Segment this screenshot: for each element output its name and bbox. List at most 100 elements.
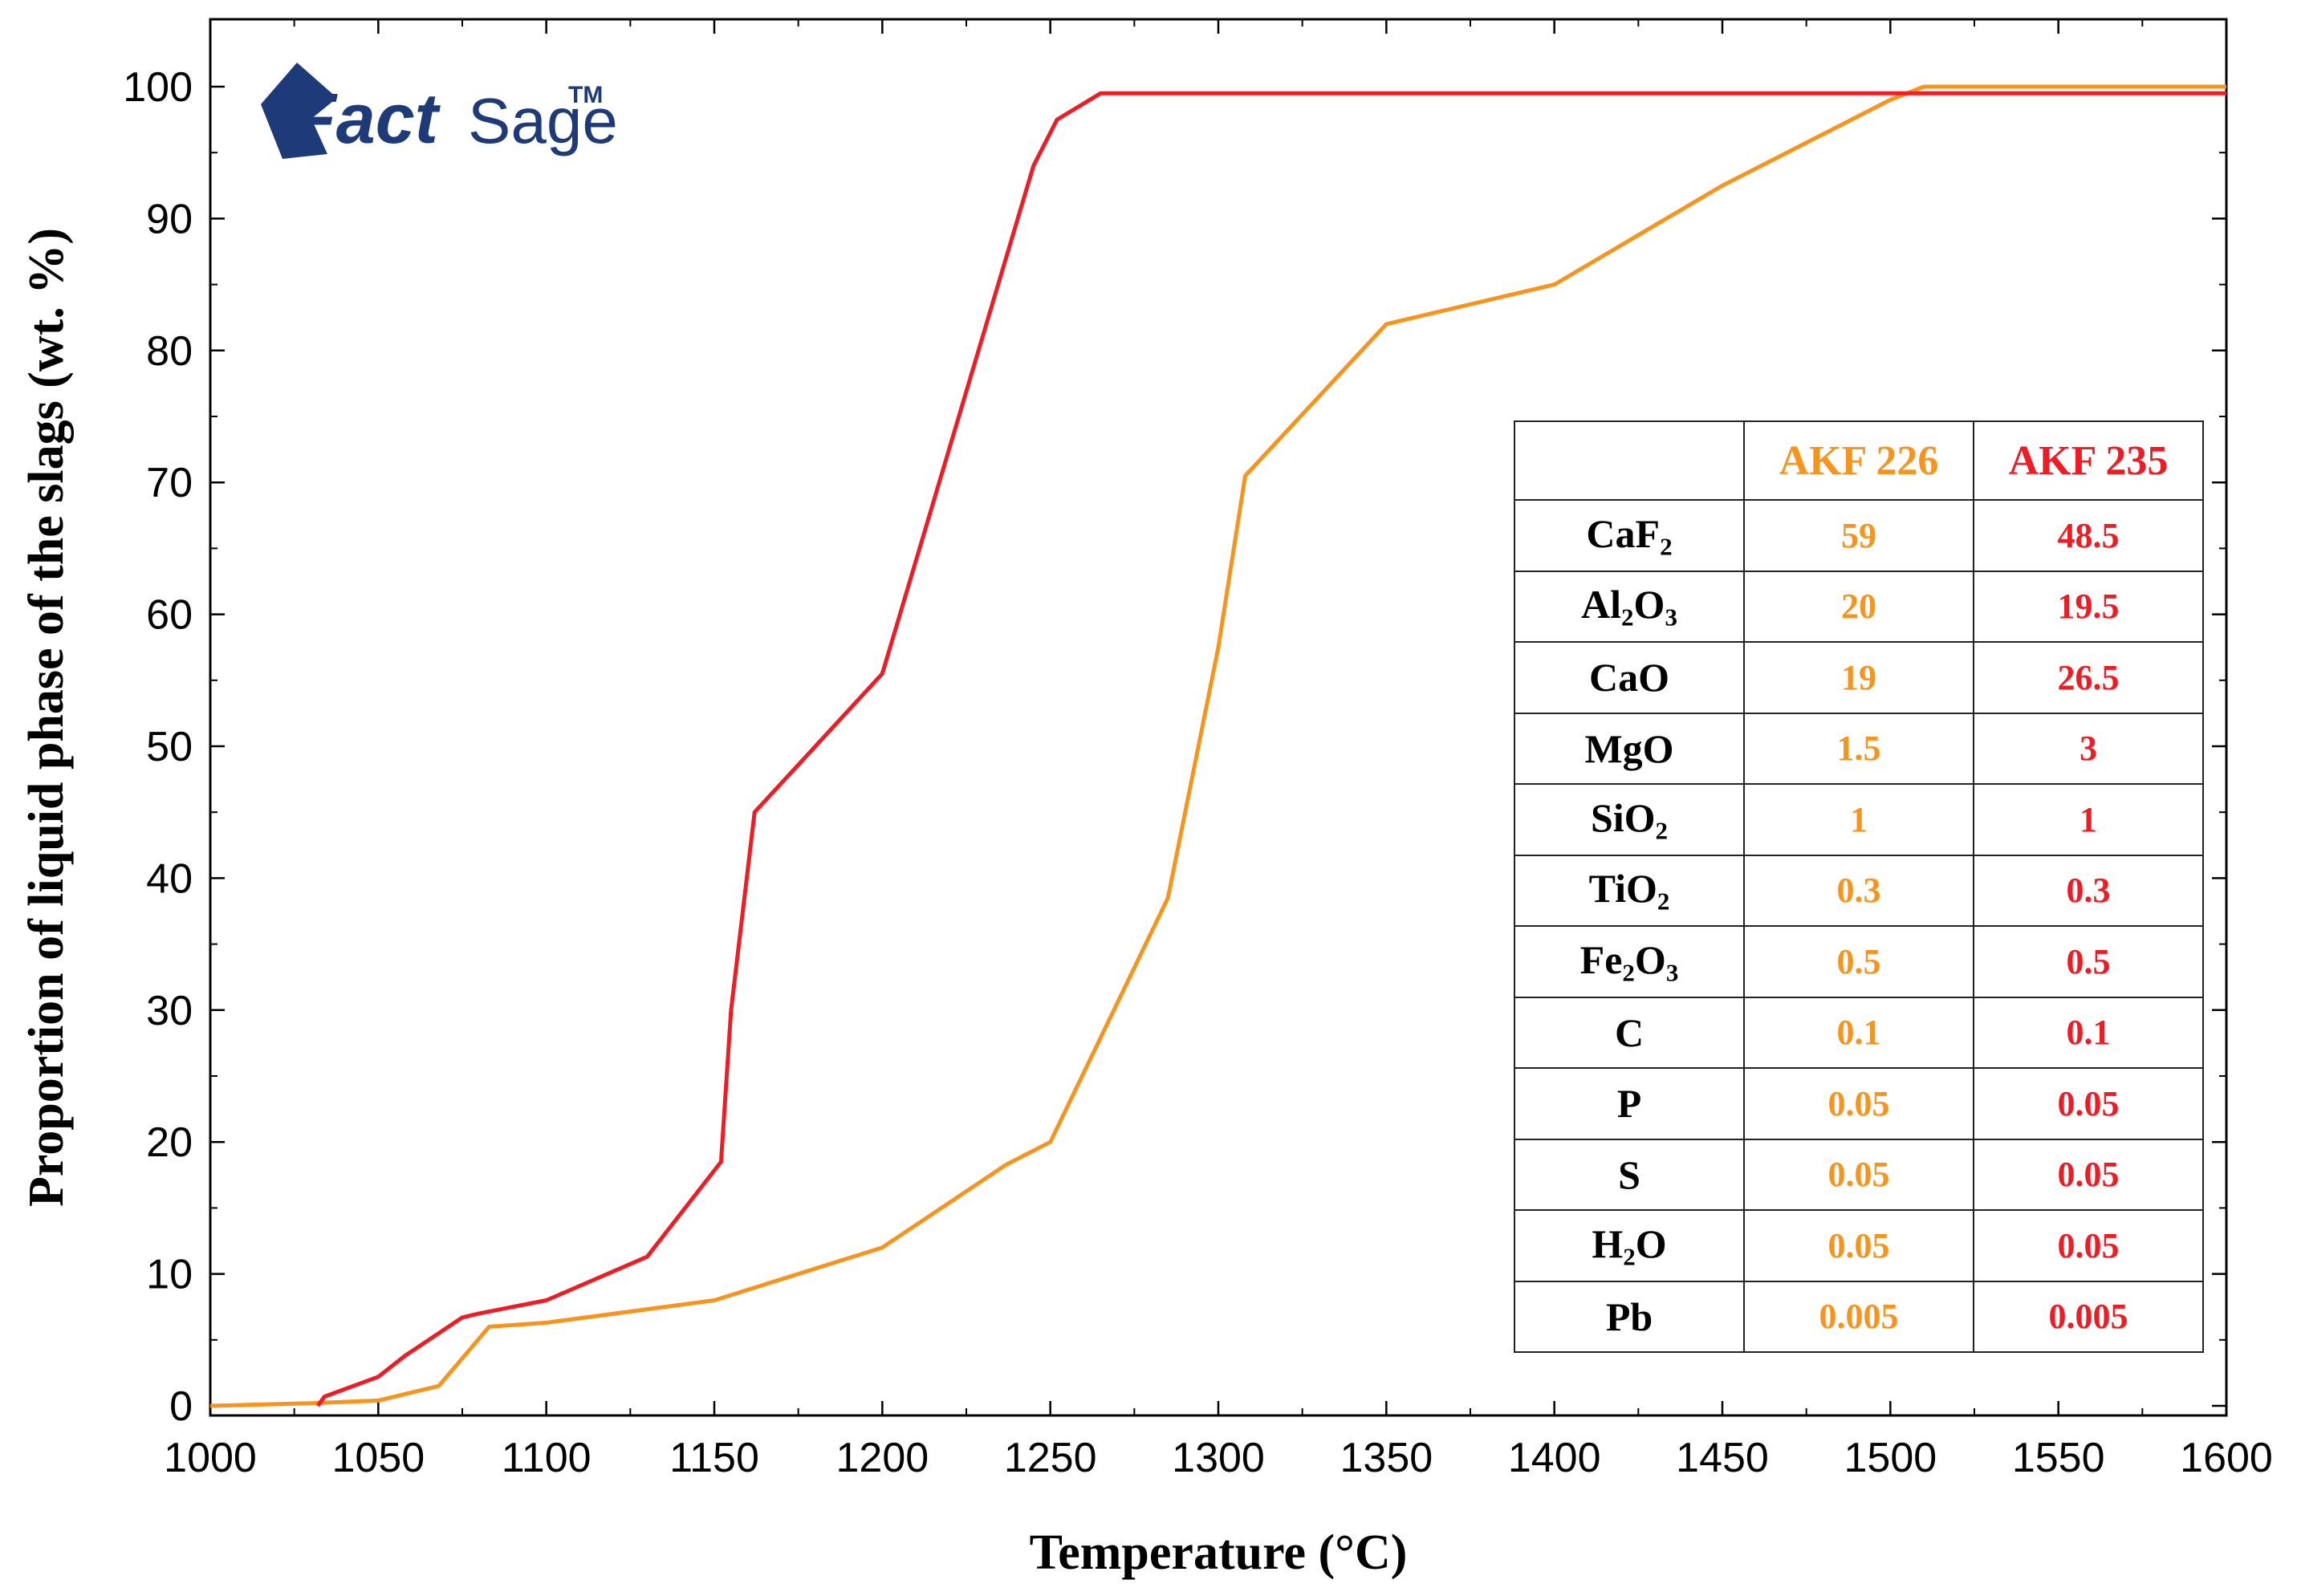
akf235-value: 26.5	[1973, 641, 2204, 714]
series-line-akf-235	[315, 91, 2226, 1407]
x-tick-label-1050: 1050	[331, 1435, 425, 1481]
table-row: Al2O3 20 19.5	[1514, 570, 2204, 643]
y-axis-ticks: 0 10 20 30 40 50 60 70 80 90 100	[123, 64, 2226, 1430]
x-tick-label-1450: 1450	[1676, 1435, 1769, 1481]
x-tick-label-1250: 1250	[1004, 1435, 1097, 1481]
akf226-value: 1.5	[1743, 712, 1974, 785]
akf235-value: 0.1	[1973, 996, 2204, 1069]
table-row: TiO2 0.3 0.3	[1514, 854, 2204, 927]
akf226-value: 0.05	[1743, 1209, 1974, 1282]
y-tick-label-100: 100	[123, 64, 193, 111]
component-formula: SiO	[1590, 794, 1656, 840]
table-corner-cell	[1514, 420, 1745, 501]
component-name: MgO	[1514, 712, 1745, 785]
component-name: H2O	[1514, 1209, 1745, 1282]
y-tick-label-90: 90	[146, 196, 193, 242]
series-line-akf-226	[209, 84, 2226, 1408]
table-row: Fe2O3 0.5 0.5	[1514, 925, 2204, 998]
x-axis-ticks: 1000 1050 1100 1150 1200 1250 1300 1350 1400 1450…	[164, 19, 2273, 1481]
logo-text-tm: TM	[568, 82, 603, 108]
component-formula: MgO	[1584, 725, 1674, 771]
akf226-value: 19	[1743, 641, 1974, 714]
formula-subscript: 2	[1660, 531, 1673, 560]
component-name: Pb	[1514, 1280, 1745, 1353]
akf226-value: 0.1	[1743, 996, 1974, 1069]
formula-tail: O	[1634, 936, 1666, 982]
table-row: S 0.05 0.05	[1514, 1138, 2204, 1211]
table-row: CaO 19 26.5	[1514, 641, 2204, 714]
akf235-value: 0.05	[1973, 1067, 2204, 1140]
formula-tail-subscript: 3	[1665, 603, 1677, 631]
formula-tail-subscript: 3	[1665, 957, 1679, 986]
y-tick-label-20: 20	[146, 1119, 193, 1166]
formula-tail: O	[1635, 1220, 1667, 1266]
akf235-value: 0.3	[1973, 854, 2204, 927]
akf235-value: 0.05	[1973, 1209, 2204, 1282]
x-tick-label-1150: 1150	[669, 1435, 759, 1481]
akf235-value: 19.5	[1973, 570, 2204, 643]
akf226-value: 1	[1743, 783, 1974, 856]
y-tick-label-30: 30	[146, 988, 193, 1034]
akf226-value: 0.3	[1743, 854, 1974, 927]
component-name: SiO2	[1514, 783, 1745, 856]
composition-table-body: CaF2 59 48.5 Al2O3 20 19.5 CaO 19 26.5 MgO 1.5 3 SiO…	[1514, 499, 2204, 1353]
akf235-value: 0.05	[1973, 1138, 2204, 1211]
akf226-value: 59	[1743, 499, 1974, 572]
x-tick-label-1300: 1300	[1172, 1435, 1265, 1481]
component-name: TiO2	[1514, 854, 1745, 927]
component-formula: CaF	[1586, 510, 1661, 556]
component-name: Fe2O3	[1514, 925, 1745, 998]
akf235-value: 3	[1973, 712, 2204, 785]
y-tick-label-50: 50	[146, 724, 193, 770]
akf235-value: 1	[1973, 783, 2204, 856]
component-formula: Al	[1581, 582, 1622, 627]
component-formula: TiO	[1588, 866, 1657, 912]
x-tick-label-1350: 1350	[1340, 1435, 1433, 1481]
x-tick-label-1000: 1000	[164, 1435, 257, 1481]
x-axis-title: Temperature (°C)	[1030, 1525, 1408, 1580]
x-tick-label-1600: 1600	[2180, 1435, 2273, 1481]
akf235-value: 48.5	[1973, 499, 2204, 572]
akf235-value: 0.5	[1973, 925, 2204, 998]
x-tick-label-1100: 1100	[502, 1435, 592, 1481]
component-name: S	[1514, 1138, 1745, 1211]
x-tick-label-1550: 1550	[2012, 1435, 2105, 1481]
table-row: SiO2 1 1	[1514, 783, 2204, 856]
logo-text-fact: Fact	[293, 79, 441, 158]
formula-subscript: 2	[1621, 603, 1634, 631]
akf235-value: 0.005	[1973, 1280, 2204, 1353]
header-akf-226: AKF 226	[1743, 420, 1974, 501]
akf226-value: 0.005	[1743, 1280, 1974, 1353]
akf226-value: 0.5	[1743, 925, 1974, 998]
component-name: Al2O3	[1514, 570, 1745, 643]
y-tick-label-80: 80	[146, 328, 193, 375]
akf226-value: 20	[1743, 570, 1974, 643]
formula-subscript: 2	[1655, 815, 1669, 844]
factsage-logo-mark-icon	[261, 63, 337, 159]
table-row: H2O 0.05 0.05	[1514, 1209, 2204, 1282]
y-tick-label-40: 40	[146, 855, 193, 902]
component-name: CaO	[1514, 641, 1745, 714]
table-row: P 0.05 0.05	[1514, 1067, 2204, 1140]
logo-text-sage: Sage	[468, 85, 618, 156]
table-row: Pb 0.005 0.005	[1514, 1280, 2204, 1353]
x-tick-label-1400: 1400	[1508, 1435, 1601, 1481]
table-row: C 0.1 0.1	[1514, 996, 2204, 1069]
y-axis-title: Proportion of liquid phase of the slags …	[19, 228, 74, 1207]
component-name: P	[1514, 1067, 1745, 1140]
table-row: MgO 1.5 3	[1514, 712, 2204, 785]
factsage-logo: Fact Sage TM	[261, 63, 618, 159]
series-layer	[209, 84, 2226, 1408]
component-formula: P	[1616, 1081, 1642, 1127]
table-row: CaF2 59 48.5	[1514, 499, 2204, 572]
header-akf-235: AKF 235	[1973, 420, 2204, 501]
component-formula: H	[1592, 1220, 1624, 1266]
component-formula: CaO	[1589, 655, 1669, 701]
component-name: C	[1514, 996, 1745, 1069]
y-tick-label-60: 60	[146, 592, 193, 639]
formula-subscript: 2	[1657, 887, 1670, 916]
y-tick-label-10: 10	[146, 1252, 193, 1298]
component-formula: Pb	[1605, 1293, 1653, 1339]
component-formula: C	[1614, 1009, 1644, 1055]
